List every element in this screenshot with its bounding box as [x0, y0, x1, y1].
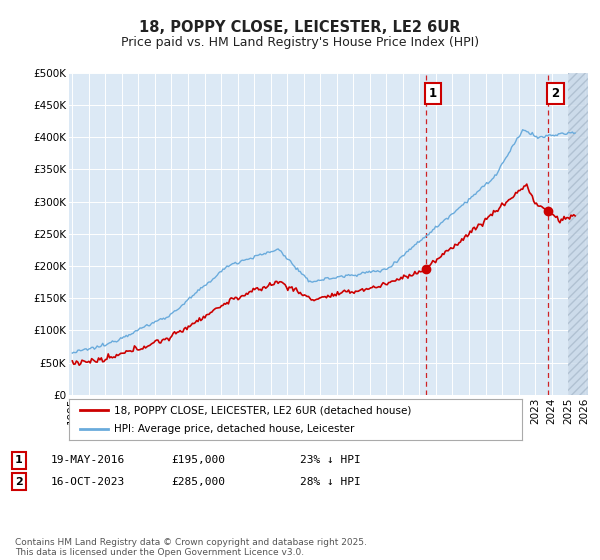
- Text: 16-OCT-2023: 16-OCT-2023: [51, 477, 125, 487]
- Text: 1: 1: [429, 87, 437, 100]
- Text: 2: 2: [15, 477, 23, 487]
- Text: 18, POPPY CLOSE, LEICESTER, LE2 6UR: 18, POPPY CLOSE, LEICESTER, LE2 6UR: [139, 20, 461, 35]
- Text: 1: 1: [15, 455, 23, 465]
- Text: Price paid vs. HM Land Registry's House Price Index (HPI): Price paid vs. HM Land Registry's House …: [121, 36, 479, 49]
- Text: 2: 2: [551, 87, 560, 100]
- Text: 19-MAY-2016: 19-MAY-2016: [51, 455, 125, 465]
- Bar: [568, 73, 588, 395]
- Text: 23% ↓ HPI: 23% ↓ HPI: [300, 455, 361, 465]
- Text: £195,000: £195,000: [171, 455, 225, 465]
- Text: £285,000: £285,000: [171, 477, 225, 487]
- Text: 18, POPPY CLOSE, LEICESTER, LE2 6UR (detached house): 18, POPPY CLOSE, LEICESTER, LE2 6UR (det…: [115, 405, 412, 415]
- Text: HPI: Average price, detached house, Leicester: HPI: Average price, detached house, Leic…: [115, 424, 355, 433]
- Text: 28% ↓ HPI: 28% ↓ HPI: [300, 477, 361, 487]
- Text: Contains HM Land Registry data © Crown copyright and database right 2025.
This d: Contains HM Land Registry data © Crown c…: [15, 538, 367, 557]
